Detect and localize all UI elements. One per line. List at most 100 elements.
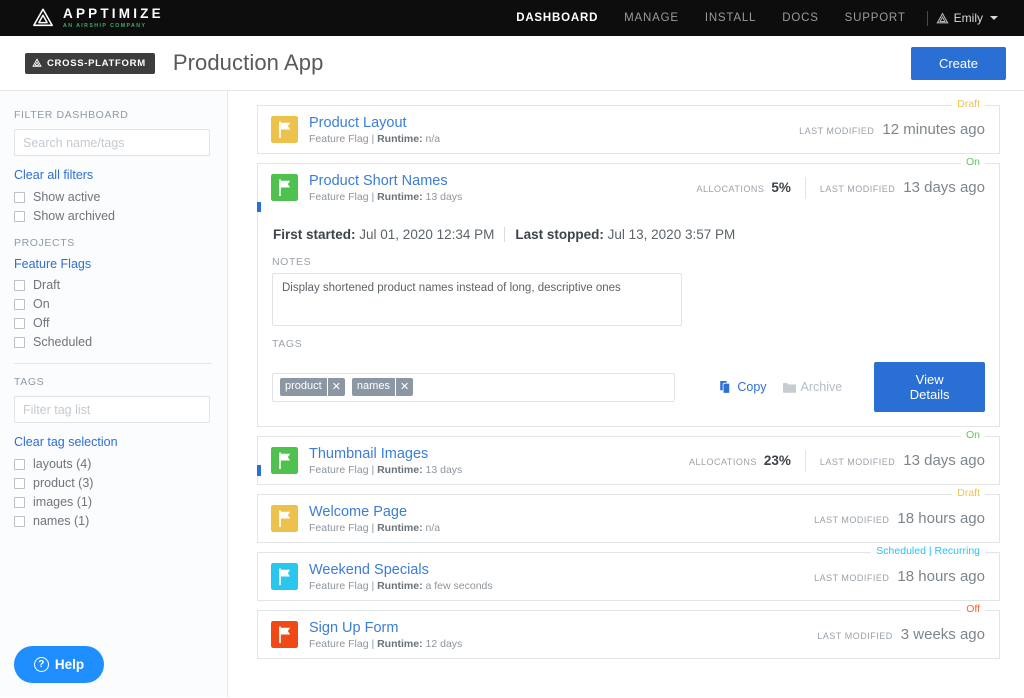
sidebar-divider: [14, 363, 212, 364]
status-badge: On: [960, 429, 985, 441]
feature-flag-card[interactable]: Off Sign Up Form Feature Flag | Runtime: 1…: [257, 603, 1000, 659]
last-modified-label: LAST MODIFIED: [817, 631, 893, 641]
flag-icon: [271, 447, 298, 474]
checkbox-tag-images[interactable]: [14, 496, 25, 508]
filter-draft[interactable]: Draft: [14, 278, 211, 292]
feature-flag-card[interactable]: Draft Welcome Page Feature Flag | Runtime:…: [257, 487, 1000, 543]
filter-label: On: [33, 297, 50, 311]
card-selection-marker: [257, 465, 261, 476]
feature-flag-card[interactable]: Scheduled | Recurring Weekend Specials Fea…: [257, 545, 1000, 601]
card-title[interactable]: Product Short Names: [309, 173, 448, 189]
nav-item-dashboard[interactable]: DASHBOARD: [516, 12, 599, 24]
last-stopped: Last stopped: Jul 13, 2020 3:57 PM: [515, 227, 736, 242]
tag-chip-label: names: [351, 378, 395, 396]
tag-label: names (1): [33, 514, 90, 528]
search-input[interactable]: [14, 129, 210, 156]
allocations-metric: ALLOCATIONS 5%: [697, 180, 805, 195]
app-subheader: CROSS-PLATFORM Production App Create: [0, 36, 1024, 91]
card-header[interactable]: Thumbnail Images Feature Flag | Runtime: …: [258, 437, 999, 484]
top-navigation-bar: APPTIMIZE AN AIRSHIP COMPANY DASHBOARD M…: [0, 0, 1024, 36]
feature-flag-list: Draft Product Layout Feature Flag | Runtim…: [228, 91, 1024, 697]
create-button[interactable]: Create: [910, 46, 1006, 80]
checkbox-off[interactable]: [14, 317, 25, 329]
clear-all-filters-link[interactable]: Clear all filters: [14, 168, 94, 182]
tag-filter-images[interactable]: images (1): [14, 495, 211, 509]
nav-item-support[interactable]: SUPPORT: [844, 12, 906, 24]
checkbox-tag-names[interactable]: [14, 515, 25, 527]
tags-input[interactable]: product ✕ names ✕: [272, 372, 676, 402]
allocations-metric: ALLOCATIONS 23%: [689, 453, 805, 468]
filter-label: Show active: [33, 190, 101, 204]
last-modified-label: LAST MODIFIED: [819, 184, 896, 194]
card-header[interactable]: Sign Up Form Feature Flag | Runtime: 12 d…: [258, 611, 999, 658]
tags-label: TAGS: [272, 338, 303, 350]
filter-label: Show archived: [33, 209, 115, 223]
copy-icon: [720, 380, 732, 394]
feature-flag-card[interactable]: On Thumbnail Images Feature Flag | Runtime…: [257, 429, 1000, 485]
card-expanded-body: First started: Jul 01, 2020 12:34 PM Last…: [258, 211, 999, 426]
last-modified-value: 18 hours ago: [897, 510, 985, 527]
card-title[interactable]: Thumbnail Images: [309, 446, 429, 462]
filter-on[interactable]: On: [14, 297, 211, 311]
checkbox-tag-layouts[interactable]: [14, 458, 25, 470]
filter-label: Draft: [33, 278, 61, 292]
last-modified-label: LAST MODIFIED: [799, 126, 875, 136]
card-title[interactable]: Welcome Page: [309, 504, 408, 520]
card-title[interactable]: Weekend Specials: [309, 562, 429, 578]
tag-chip[interactable]: names ✕: [351, 378, 414, 396]
filter-show-archived[interactable]: Show archived: [14, 209, 211, 223]
archive-button[interactable]: Archive: [782, 380, 842, 394]
nav-item-docs[interactable]: DOCS: [782, 12, 819, 24]
project-link-feature-flags[interactable]: Feature Flags: [14, 257, 92, 271]
view-details-button[interactable]: View Details: [874, 362, 985, 412]
checkbox-show-active[interactable]: [14, 191, 25, 203]
tag-filter-product[interactable]: product (3): [14, 476, 211, 490]
filter-label: Scheduled: [33, 335, 93, 349]
checkbox-show-archived[interactable]: [14, 210, 25, 222]
brand-logo[interactable]: APPTIMIZE AN AIRSHIP COMPANY: [32, 7, 164, 29]
checkbox-scheduled[interactable]: [14, 336, 25, 348]
clear-tag-selection-link[interactable]: Clear tag selection: [14, 435, 118, 449]
help-button[interactable]: ? Help: [14, 646, 104, 683]
card-header[interactable]: Product Layout Feature Flag | Runtime: n/…: [258, 106, 999, 153]
user-menu[interactable]: Emily: [936, 11, 1002, 25]
status-badge: Draft: [952, 487, 985, 499]
feature-flag-card[interactable]: Draft Product Layout Feature Flag | Runtim…: [257, 98, 1000, 154]
help-button-label: Help: [54, 657, 85, 672]
allocations-label: ALLOCATIONS: [696, 184, 765, 194]
status-badge: Draft: [952, 98, 985, 110]
tag-filter-input[interactable]: [14, 396, 210, 423]
nav-item-install[interactable]: INSTALL: [704, 12, 757, 24]
card-header[interactable]: Weekend Specials Feature Flag | Runtime: …: [258, 553, 999, 600]
brand-subtitle: AN AIRSHIP COMPANY: [63, 22, 147, 29]
tag-label: images (1): [33, 495, 93, 509]
close-icon[interactable]: ✕: [326, 378, 345, 396]
folder-icon: [782, 382, 796, 393]
card-title[interactable]: Product Layout: [309, 115, 407, 131]
last-modified-label: LAST MODIFIED: [814, 573, 890, 583]
filter-off[interactable]: Off: [14, 316, 211, 330]
checkbox-draft[interactable]: [14, 279, 25, 291]
copy-button[interactable]: Copy: [720, 380, 767, 394]
last-modified-label: LAST MODIFIED: [814, 515, 890, 525]
last-modified: LAST MODIFIED 3 weeks ago: [803, 626, 985, 643]
card-subtitle: Feature Flag | Runtime: 13 days: [309, 464, 463, 476]
card-subtitle: Feature Flag | Runtime: 13 days: [309, 191, 463, 203]
tag-filter-names[interactable]: names (1): [14, 514, 211, 528]
filter-show-active[interactable]: Show active: [14, 190, 211, 204]
card-title[interactable]: Sign Up Form: [309, 620, 399, 636]
last-modified-value: 13 days ago: [903, 179, 985, 196]
card-header[interactable]: Product Short Names Feature Flag | Runtim…: [258, 164, 999, 211]
tag-chip[interactable]: product ✕: [280, 378, 345, 396]
feature-flag-card[interactable]: On Product Short Names Feature Flag | Runt…: [257, 156, 1000, 427]
notes-textarea[interactable]: Display shortened product names instead …: [272, 273, 682, 326]
tag-filter-layouts[interactable]: layouts (4): [14, 457, 211, 471]
close-icon[interactable]: ✕: [394, 378, 414, 396]
flag-icon: [271, 563, 298, 590]
filter-scheduled[interactable]: Scheduled: [14, 335, 211, 349]
card-header[interactable]: Welcome Page Feature Flag | Runtime: n/a L…: [258, 495, 999, 542]
checkbox-on[interactable]: [14, 298, 25, 310]
nav-item-manage[interactable]: MANAGE: [624, 12, 679, 24]
checkbox-tag-product[interactable]: [14, 477, 25, 489]
card-subtitle: Feature Flag | Runtime: 12 days: [309, 638, 463, 650]
